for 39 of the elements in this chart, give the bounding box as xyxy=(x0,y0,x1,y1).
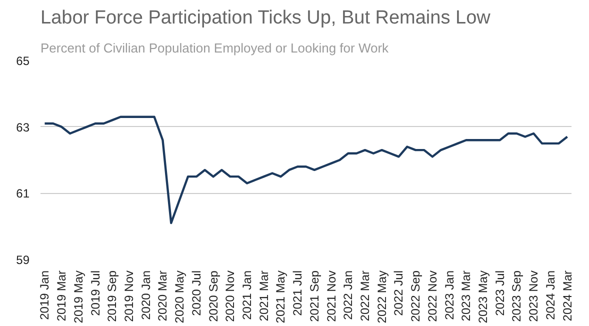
x-tick-label: 2023 Jul xyxy=(492,270,507,316)
x-tick-label: 2022 Sep xyxy=(408,270,423,322)
x-tick-label: 2023 Mar xyxy=(459,270,474,322)
x-tick-label: 2023 Jan xyxy=(442,270,456,320)
y-tick-label: 61 xyxy=(16,186,30,201)
chart-subtitle: Percent of Civilian Population Employed or Looking for Work xyxy=(40,40,390,56)
x-tick-label: 2021 Nov xyxy=(324,270,338,322)
x-tick-label: 2021 Sep xyxy=(307,270,322,322)
x-tick-label: 2022 May xyxy=(374,270,389,324)
x-tick-label: 2019 Nov xyxy=(122,270,136,322)
x-tick-label: 2022 Jul xyxy=(392,270,406,316)
x-tick-label: 2020 May xyxy=(172,270,187,324)
x-tick-label: 2020 Nov xyxy=(223,270,238,322)
y-tick-label: 65 xyxy=(16,54,30,68)
x-tick-label: 2019 Sep xyxy=(105,270,120,322)
y-tick-label: 63 xyxy=(16,120,30,134)
x-tick-label: 2021 Jan xyxy=(240,270,254,320)
x-tick-label: 2021 May xyxy=(274,270,288,324)
x-tick-label: 2024 Mar xyxy=(560,270,574,322)
x-tick-label: 2019 Jan xyxy=(38,270,52,320)
x-tick-label: 2020 Jul xyxy=(189,270,204,316)
x-tick-label: 2022 Mar xyxy=(358,270,372,322)
x-tick-label: 2023 Nov xyxy=(526,270,541,322)
x-tick-label: 2022 Jan xyxy=(341,270,356,320)
x-tick-label: 2021 Jul xyxy=(290,270,305,316)
x-tick-label: 2023 May xyxy=(476,270,490,324)
x-tick-label: 2019 Mar xyxy=(54,270,69,322)
x-tick-label: 2023 Sep xyxy=(510,270,524,322)
chart-title: Labor Force Participation Ticks Up, But Remains Low xyxy=(40,8,491,28)
x-tick-label: 2022 Nov xyxy=(425,270,440,322)
x-tick-label: 2020 Jan xyxy=(138,270,153,320)
x-tick-label: 2020 Sep xyxy=(206,270,220,322)
y-tick-label: 59 xyxy=(16,253,30,267)
x-tick-label: 2019 Jul xyxy=(88,270,102,316)
x-tick-label: 2019 May xyxy=(71,270,86,324)
line-series xyxy=(44,116,568,224)
x-tick-label: 2021 Mar xyxy=(256,270,271,322)
x-tick-label: 2020 Mar xyxy=(156,270,170,322)
x-tick-label: 2024 Jan xyxy=(543,270,558,320)
